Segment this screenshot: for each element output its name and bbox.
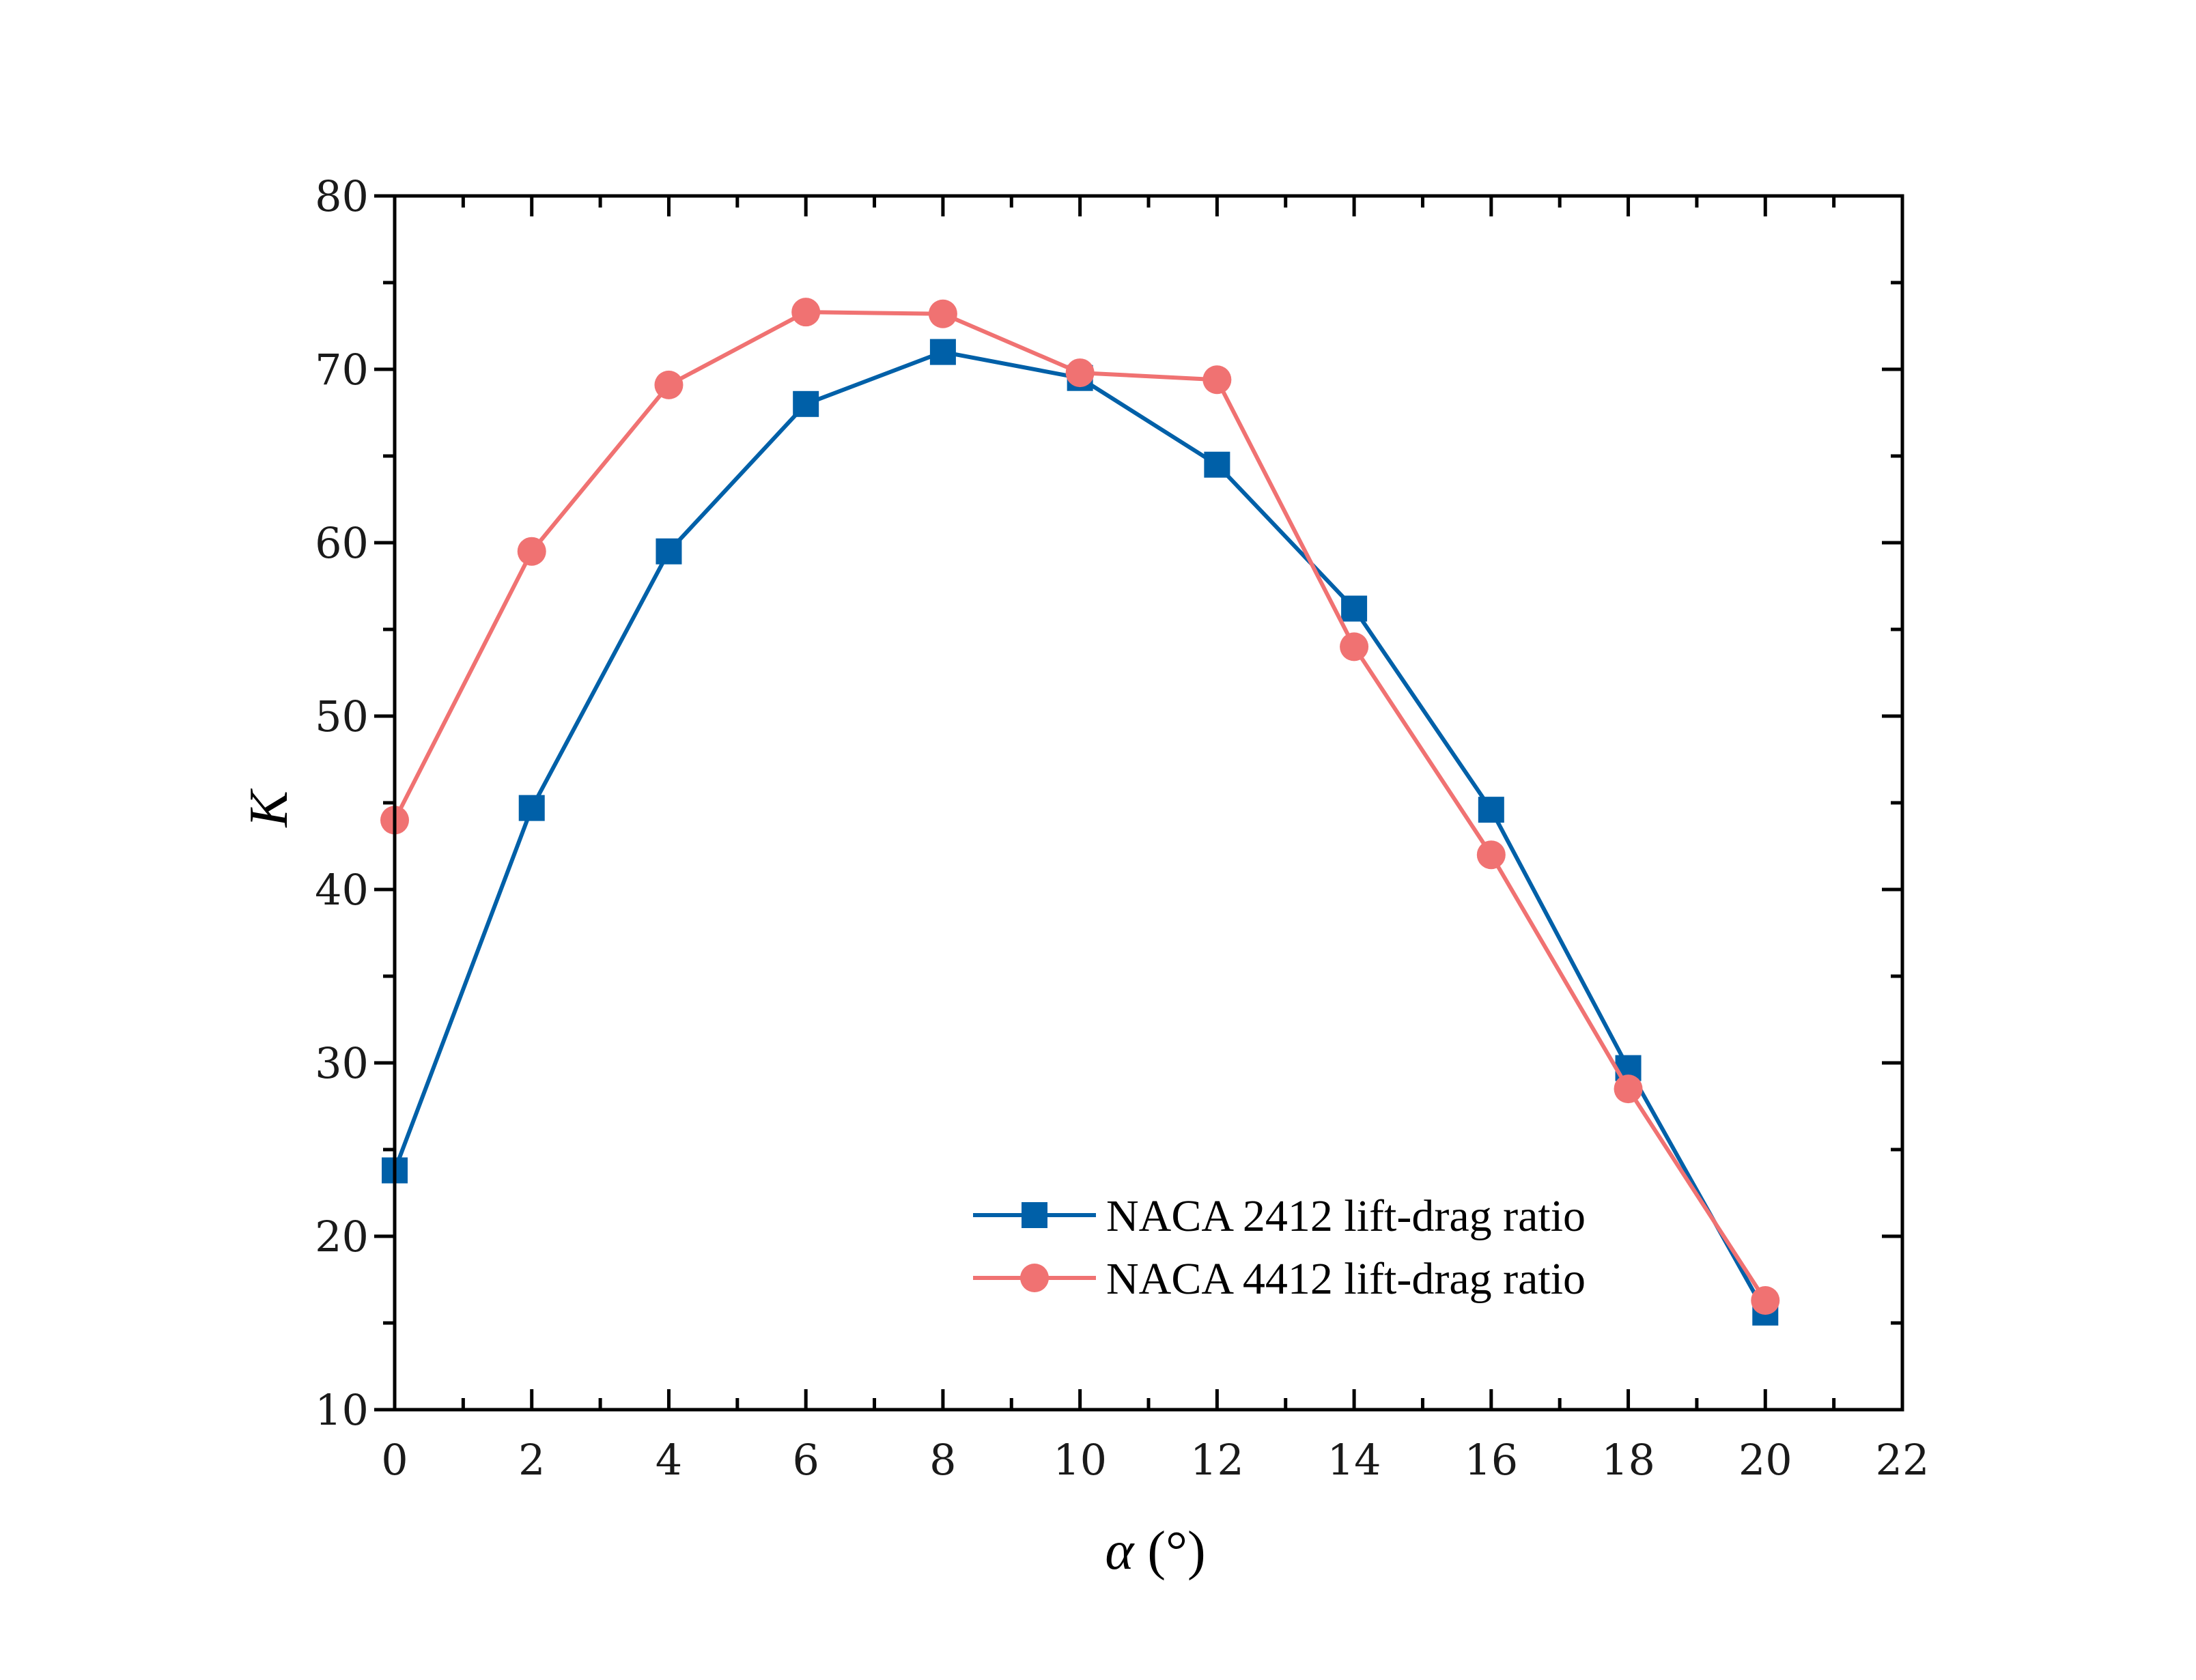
data-point-naca-4412-lift-drag-ratio-4 xyxy=(654,370,684,399)
plot-frame xyxy=(393,194,1904,1412)
series-layer xyxy=(380,298,1780,1326)
x-tick-label-0: 0 xyxy=(381,1435,408,1485)
ticks-layer: 0 2 4 6 8 10 12 14 16 18 20 22 10 20 30 40 50 60 70 80 xyxy=(315,171,1929,1485)
x-tick-label-6: 6 xyxy=(792,1435,819,1485)
data-point-naca-4412-lift-drag-ratio-18 xyxy=(1614,1074,1643,1104)
x-tick-label-10: 10 xyxy=(1053,1435,1107,1485)
y-tick-label-40: 40 xyxy=(315,865,369,915)
data-point-naca-4412-lift-drag-ratio-8 xyxy=(928,299,957,328)
data-point-naca-2412-lift-drag-ratio-16 xyxy=(1478,797,1504,823)
y-tick-label-80: 80 xyxy=(315,171,369,221)
x-axis-title-unit: (°) xyxy=(1134,1521,1205,1581)
data-point-naca-2412-lift-drag-ratio-8 xyxy=(929,339,956,365)
data-point-naca-2412-lift-drag-ratio-12 xyxy=(1204,451,1230,478)
data-point-naca-2412-lift-drag-ratio-2 xyxy=(518,795,545,821)
y-tick-label-30: 30 xyxy=(315,1038,369,1088)
series-naca-4412-lift-drag-ratio xyxy=(380,298,1780,1315)
y-tick-label-50: 50 xyxy=(315,692,369,741)
data-point-naca-4412-lift-drag-ratio-20 xyxy=(1751,1285,1780,1315)
legend-marker-naca-4412 xyxy=(1020,1264,1049,1292)
x-tick-label-20: 20 xyxy=(1738,1435,1792,1485)
legend: NACA 2412 lift-drag ratio NACA 4412 lift… xyxy=(973,1191,1586,1304)
data-point-naca-4412-lift-drag-ratio-2 xyxy=(517,537,546,566)
x-tick-label-18: 18 xyxy=(1601,1435,1655,1485)
x-tick-label-14: 14 xyxy=(1327,1435,1381,1485)
data-point-naca-4412-lift-drag-ratio-14 xyxy=(1340,632,1369,661)
y-tick-label-60: 60 xyxy=(315,518,369,568)
data-point-naca-2412-lift-drag-ratio-6 xyxy=(793,390,819,417)
y-tick-label-70: 70 xyxy=(315,345,369,395)
y-tick-label-20: 20 xyxy=(315,1212,369,1262)
legend-label-naca-2412: NACA 2412 lift-drag ratio xyxy=(1106,1191,1586,1241)
data-point-naca-2412-lift-drag-ratio-14 xyxy=(1341,595,1368,622)
x-axis-title: α (°) xyxy=(1105,1521,1205,1581)
x-tick-label-22: 22 xyxy=(1876,1435,1930,1485)
x-tick-label-4: 4 xyxy=(656,1435,682,1485)
y-axis-title: K xyxy=(239,788,299,828)
x-axis-title-symbol: α xyxy=(1105,1521,1135,1581)
x-tick-label-2: 2 xyxy=(518,1435,545,1485)
data-point-naca-4412-lift-drag-ratio-12 xyxy=(1202,365,1232,395)
legend-marker-naca-2412 xyxy=(1022,1202,1047,1228)
data-point-naca-4412-lift-drag-ratio-10 xyxy=(1065,358,1095,388)
data-point-naca-4412-lift-drag-ratio-6 xyxy=(791,298,821,327)
y-tick-label-10: 10 xyxy=(315,1385,369,1435)
x-tick-label-12: 12 xyxy=(1190,1435,1244,1485)
data-point-naca-4412-lift-drag-ratio-16 xyxy=(1476,840,1506,870)
legend-label-naca-4412: NACA 4412 lift-drag ratio xyxy=(1106,1254,1586,1304)
x-tick-label-16: 16 xyxy=(1464,1435,1518,1485)
data-point-naca-2412-lift-drag-ratio-4 xyxy=(656,538,682,565)
x-tick-label-8: 8 xyxy=(929,1435,956,1485)
